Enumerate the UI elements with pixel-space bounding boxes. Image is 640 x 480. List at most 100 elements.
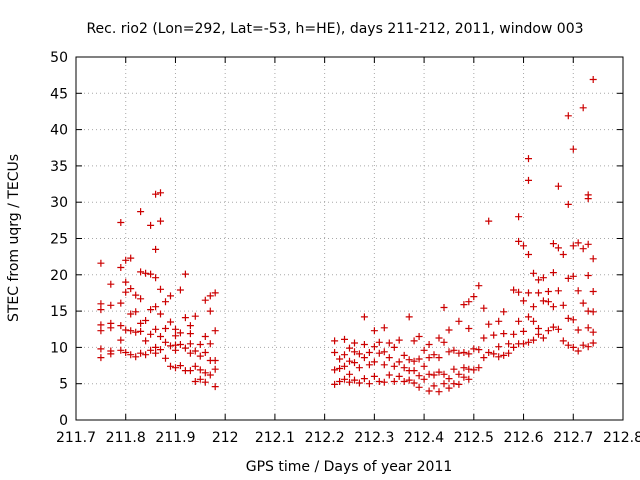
data-point-marker [172, 332, 179, 340]
data-point-marker [152, 190, 160, 198]
data-point-marker [206, 292, 214, 300]
data-point-marker [142, 337, 150, 345]
data-point-marker [167, 362, 174, 370]
data-point-marker [395, 336, 403, 344]
data-point-marker [380, 378, 388, 386]
data-point-marker [365, 380, 373, 388]
data-point-marker [341, 335, 348, 343]
data-point-marker [157, 285, 164, 293]
data-point-marker [425, 354, 433, 362]
data-point-marker [415, 372, 423, 380]
data-point-marker [515, 213, 523, 221]
data-point-marker [137, 295, 145, 303]
data-point-marker [380, 348, 388, 356]
data-point-marker [370, 343, 378, 351]
data-point-marker [569, 316, 577, 324]
data-point-marker [569, 242, 577, 250]
x-tick-label: 212.6 [503, 430, 543, 446]
data-point-marker [196, 341, 204, 348]
data-point-marker [385, 339, 393, 347]
data-point-marker [176, 286, 184, 294]
data-point-marker [425, 370, 433, 378]
data-point-marker [445, 375, 453, 383]
data-point-marker [589, 255, 597, 263]
data-point-marker [107, 324, 115, 332]
data-point-marker [117, 346, 125, 354]
data-point-marker [410, 357, 418, 365]
data-point-marker [137, 208, 145, 216]
data-point-marker [400, 351, 408, 359]
data-point-marker [137, 319, 145, 327]
data-point-marker [206, 340, 214, 348]
data-point-marker [122, 256, 130, 264]
data-point-marker [142, 351, 150, 359]
data-point-marker [544, 327, 552, 335]
data-point-marker [147, 346, 155, 354]
data-point-marker [559, 337, 567, 345]
data-point-marker [137, 327, 145, 335]
data-point-marker [559, 301, 567, 309]
data-point-marker [505, 349, 513, 357]
data-point-marker [544, 298, 552, 306]
data-point-marker [132, 353, 140, 361]
data-point-marker [520, 297, 527, 305]
data-point-marker [351, 376, 358, 384]
data-point-marker [589, 339, 597, 347]
data-point-marker [525, 289, 532, 297]
data-point-marker [142, 269, 150, 277]
data-point-marker [336, 378, 344, 385]
data-point-marker [201, 333, 209, 340]
data-point-marker [137, 268, 145, 276]
data-point-marker [435, 388, 443, 396]
x-tick-label: 211.7 [56, 430, 96, 446]
data-point-marker [460, 373, 468, 381]
data-point-marker [445, 348, 453, 356]
data-point-marker [360, 313, 368, 321]
x-tick-label: 212.4 [404, 430, 444, 446]
y-tick-label: 50 [50, 50, 68, 66]
data-point-marker [346, 370, 353, 378]
data-point-marker [196, 375, 204, 383]
data-point-marker [331, 380, 339, 388]
data-point-marker [132, 308, 140, 316]
data-point-marker [564, 314, 572, 322]
x-tick-label: 212.8 [603, 430, 640, 446]
data-point-marker [420, 346, 428, 354]
data-point-marker [400, 378, 408, 385]
data-point-marker [554, 325, 562, 333]
data-point-marker [186, 322, 194, 330]
data-point-marker [360, 354, 368, 362]
data-point-marker [415, 383, 423, 391]
data-point-marker [554, 244, 562, 252]
data-point-marker [176, 341, 184, 348]
data-point-marker [445, 384, 453, 392]
data-point-marker [122, 288, 130, 296]
data-point-marker [510, 343, 518, 351]
plot-frame [75, 56, 624, 421]
data-point-marker [172, 346, 179, 354]
data-point-marker [564, 200, 572, 208]
data-point-marker [495, 343, 503, 351]
data-point-marker [191, 362, 199, 370]
data-point-marker [360, 375, 368, 383]
data-point-marker [574, 239, 582, 247]
data-point-marker [390, 343, 398, 351]
data-point-marker [167, 292, 174, 300]
data-point-marker [405, 356, 413, 364]
data-point-marker [211, 357, 219, 364]
data-point-marker [127, 327, 135, 335]
data-point-marker [186, 330, 194, 338]
data-point-marker [515, 237, 523, 245]
x-tick-label: 212.5 [454, 430, 494, 446]
data-point-marker [201, 378, 209, 386]
data-point-marker [495, 353, 503, 361]
y-axis-label: STEC from uqrg / TECUs [6, 154, 22, 322]
data-point-marker [127, 351, 135, 359]
data-point-marker [435, 354, 443, 362]
data-point-marker [455, 317, 463, 325]
data-point-marker [465, 325, 473, 332]
data-point-marker [525, 176, 532, 184]
data-point-marker [351, 359, 358, 367]
